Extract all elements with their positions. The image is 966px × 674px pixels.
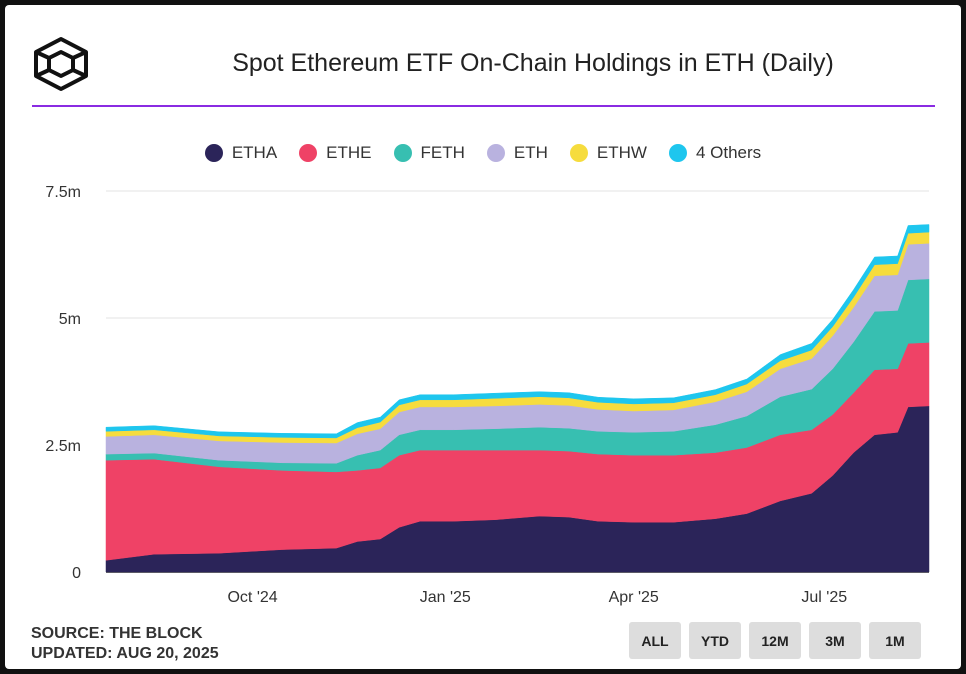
x-tick-label: Oct '24 [227,589,277,606]
legend-swatch [486,144,505,162]
legend-label: 4 Others [695,143,762,162]
legend-label: ETHA [231,143,278,162]
legend-label: ETH [513,143,548,162]
chart-card: Spot Ethereum ETF On-Chain Holdings in E… [5,5,961,669]
range-button-1m[interactable]: 1M [869,622,921,659]
title-divider [32,105,935,107]
legend-item-4-others[interactable]: 4 Others [668,143,762,163]
y-tick-label: 5m [59,311,81,328]
legend-item-ethw[interactable]: ETHW [569,143,647,163]
x-tick-label: Jul '25 [801,589,847,606]
range-button-3m[interactable]: 3M [809,622,861,659]
y-tick-label: 2.5m [45,438,81,455]
holdings-area-chart: 0 2.5m 5m 7.5m Oct '24 Jan '25 Apr '25 Jul '25 [45,184,930,606]
legend-item-feth[interactable]: FETH [393,143,465,163]
the-block-logo-icon [34,37,88,91]
legend-swatch [668,144,687,162]
range-button-ytd[interactable]: YTD [689,622,741,659]
legend-swatch [393,144,412,162]
source-label: SOURCE: THE BLOCK [31,625,203,642]
updated-label: UPDATED: AUG 20, 2025 [31,645,219,662]
range-button-group: ALL YTD 12M 3M 1M [629,622,921,659]
legend-item-ethe[interactable]: ETHE [299,143,372,163]
y-tick-label: 7.5m [45,184,81,201]
legend-label: FETH [420,143,465,162]
range-button-all[interactable]: ALL [629,622,681,659]
legend-label: ETHE [326,143,372,162]
legend-item-etha[interactable]: ETHA [204,143,278,163]
legend-item-eth[interactable]: ETH [486,143,548,163]
chart-footer: SOURCE: THE BLOCK UPDATED: AUG 20, 2025 [31,624,219,664]
legend-swatch [204,144,223,162]
y-tick-label: 0 [72,565,81,582]
legend-swatch [299,144,318,162]
chart-title: Spot Ethereum ETF On-Chain Holdings in E… [232,49,834,77]
x-tick-label: Apr '25 [609,589,659,606]
legend-swatch [569,144,588,162]
legend-label: ETHW [596,143,647,162]
chart-legend: ETHA ETHE FETH ETH ETHW 4 Others [5,143,961,163]
range-button-12m[interactable]: 12M [749,622,801,659]
x-tick-label: Jan '25 [420,589,471,606]
area-series-4-others [105,224,930,439]
